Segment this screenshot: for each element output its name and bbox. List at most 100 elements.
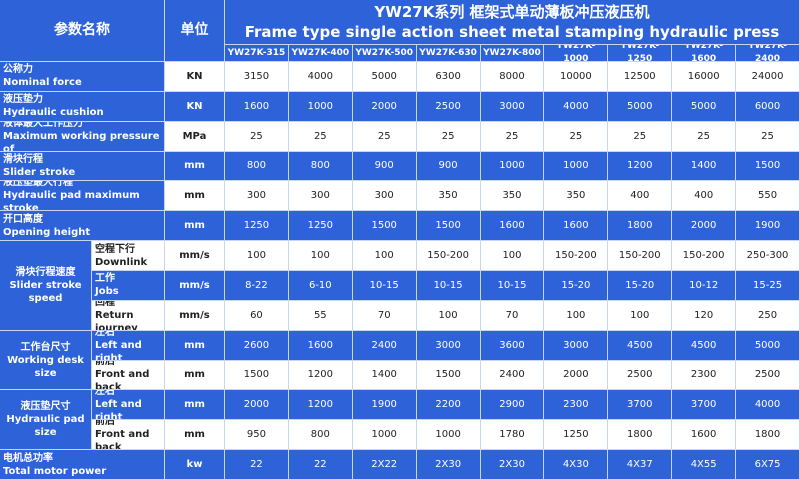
value: 10000 (544, 62, 609, 92)
value-text: 150-200 (554, 250, 597, 262)
value: 2400 (352, 330, 417, 361)
value-text: 800 (310, 429, 330, 441)
sub-name-cn: 前后 (95, 360, 115, 368)
value: 15-25 (736, 271, 800, 301)
value: 2900 (480, 390, 545, 421)
value: 350 (480, 181, 545, 212)
value: 6-10 (288, 271, 353, 301)
value-text: 6000 (754, 100, 781, 112)
value: 55 (288, 300, 353, 331)
value: 250 (736, 300, 800, 331)
value-text: 800 (310, 160, 330, 172)
sub-name-en: Left and right (95, 339, 142, 361)
value: 2300 (544, 390, 609, 421)
value: 5000 (352, 62, 417, 92)
value-text: 25 (505, 130, 519, 142)
value-text: 300 (310, 190, 330, 202)
param-label: 液压垫尺寸 Hydraulic pad size (0, 390, 92, 451)
sub-label: 左右 Left and right (92, 330, 165, 361)
value-text: 15-20 (561, 279, 591, 291)
unit: mm (165, 360, 225, 391)
value-text: 1000 (499, 160, 525, 172)
value: 2000 (544, 360, 609, 391)
value-text: 4X30 (562, 459, 589, 471)
value-text: 10-15 (369, 279, 399, 291)
param-name-cn: 公称力 (3, 64, 33, 76)
value: 150-200 (544, 241, 609, 271)
value-text: 1900 (371, 399, 397, 411)
param-name-cn: 液压垫尺寸 (20, 401, 71, 413)
value: 2500 (416, 91, 481, 122)
sub-label: 前后 Front and back (92, 420, 165, 451)
value: 100 (480, 241, 545, 271)
param-name-en: Working desk size (7, 354, 84, 379)
value-text: 25 (633, 130, 647, 142)
value: 4000 (288, 62, 353, 92)
model: YW27K-315 (225, 45, 289, 62)
value: 25 (288, 121, 353, 152)
value-text: 12500 (623, 70, 656, 82)
value: 10-12 (672, 271, 737, 301)
value-text: 8000 (499, 70, 525, 82)
sub-label: 左右 Left and right (92, 390, 165, 421)
value-text: 120 (694, 309, 714, 321)
value-text: 25 (697, 130, 711, 142)
value-text: 1600 (690, 429, 717, 441)
value: 25 (544, 121, 609, 152)
model: YW27K-800 (480, 45, 545, 62)
unit-text: mm/s (179, 309, 210, 321)
value-text: 100 (502, 250, 522, 262)
value-text: 150-200 (427, 250, 469, 262)
value: 1600 (544, 211, 609, 242)
unit: KN (165, 91, 225, 122)
unit-text: mm/s (179, 279, 210, 291)
unit: kw (165, 450, 225, 480)
value-text: 4000 (754, 399, 781, 411)
value: 25 (736, 121, 800, 152)
value: 800 (288, 151, 353, 182)
value: 5000 (672, 91, 737, 122)
value: 150-200 (608, 241, 673, 271)
value: 25 (416, 121, 481, 152)
value: 25 (608, 121, 673, 152)
value: 900 (416, 151, 481, 182)
unit-text: KN (186, 70, 203, 82)
value: 800 (225, 151, 289, 182)
value: 2300 (672, 360, 737, 391)
value: 100 (416, 300, 481, 331)
value: 5000 (736, 330, 800, 361)
param-name-cn: 工作台尺寸 (20, 341, 71, 353)
value-text: 1500 (754, 160, 781, 172)
sub-name-cn: 回程 (95, 300, 115, 308)
value-text: 4X55 (690, 459, 717, 471)
value: 2X30 (416, 450, 481, 480)
value-text: 1200 (307, 399, 334, 411)
value: 1600 (288, 330, 353, 361)
value-text: 15-25 (753, 279, 783, 291)
param-name-cn: 滑块行程速度 (15, 266, 76, 278)
sub-name-cn: 左右 (95, 330, 115, 338)
value: 1000 (544, 151, 609, 182)
sub-name-cn: 空程下行 (95, 243, 135, 255)
value: 100 (544, 300, 609, 331)
model-name: YW27K-400 (291, 47, 350, 58)
value-text: 2500 (435, 100, 461, 112)
value: 2500 (608, 360, 673, 391)
unit-text: mm (184, 220, 205, 232)
unit-text: mm (184, 369, 205, 381)
param-label: 液压垫力 Hydraulic cushion (0, 91, 165, 122)
value-text: 2500 (627, 369, 653, 381)
param-name-cn: 滑块行程 (3, 153, 43, 165)
unit: mm (165, 181, 225, 212)
value: 350 (544, 181, 609, 212)
unit: mm (165, 420, 225, 451)
param-name-en: Total motor power (3, 465, 107, 477)
value: 3700 (672, 390, 737, 421)
value: 2400 (480, 360, 545, 391)
value-text: 25 (377, 130, 391, 142)
unit-text: mm (184, 339, 205, 351)
value-text: 6X75 (754, 459, 781, 471)
value-text: 1000 (371, 429, 397, 441)
value-text: 2400 (371, 339, 397, 351)
value-text: 4000 (563, 100, 589, 112)
